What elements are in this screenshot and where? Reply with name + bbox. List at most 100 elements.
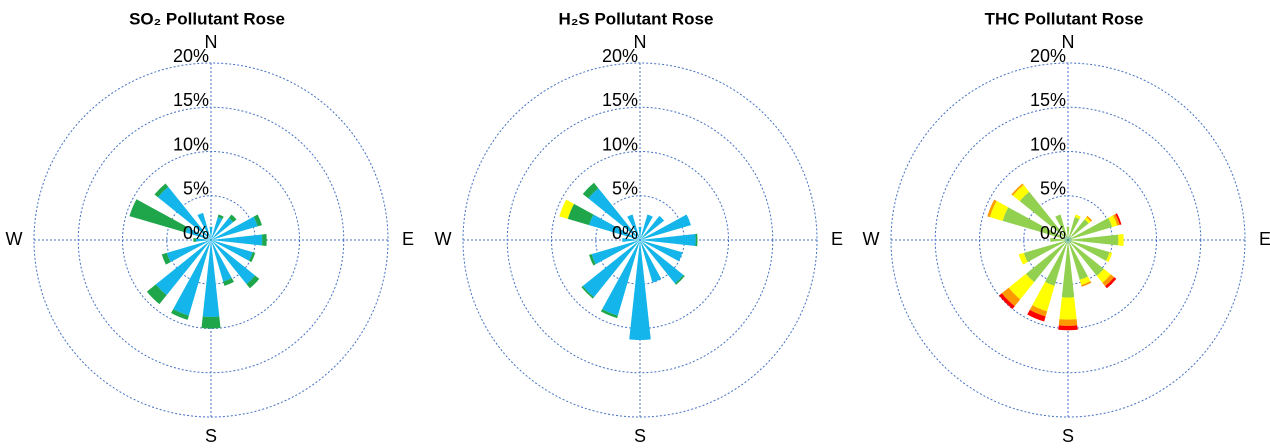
r-tick-label: 20% <box>602 46 638 66</box>
rose-segment <box>588 188 640 240</box>
direction-label: E <box>831 229 843 249</box>
r-tick-label: 0% <box>612 223 638 243</box>
direction-label: S <box>1062 426 1074 446</box>
rose-segment <box>1068 240 1071 243</box>
rose-segment <box>1023 240 1065 263</box>
rose-segment <box>155 240 211 296</box>
rose-segment <box>129 199 188 233</box>
rose-segment <box>197 212 211 240</box>
rose-segment <box>1064 239 1068 241</box>
rose-segment <box>1081 281 1092 287</box>
rose-segment <box>173 240 211 316</box>
rose-segment <box>567 203 594 226</box>
r-tick-label: 20% <box>173 46 209 66</box>
rose-segment <box>989 200 1009 221</box>
rose-segment <box>211 240 232 282</box>
rose-segment <box>249 252 256 263</box>
rose-segment <box>1045 243 1068 286</box>
r-tick-label: 10% <box>173 134 209 154</box>
rose-segment <box>193 238 197 242</box>
rose-segment <box>1115 213 1122 225</box>
chart-title: THC Pollutant Rose <box>985 9 1144 28</box>
rose-segment <box>246 275 260 289</box>
rose-segment <box>1002 207 1065 240</box>
rose-segment <box>1027 309 1046 322</box>
rose-segment <box>1065 240 1068 243</box>
direction-label: E <box>402 229 414 249</box>
rose-segment <box>1113 214 1120 226</box>
r-tick-label: 15% <box>173 90 209 110</box>
rose-segment <box>157 186 211 240</box>
r-tick-label: 10% <box>1030 134 1066 154</box>
rose-segment <box>1068 240 1072 242</box>
r-tick-label: 0% <box>183 223 209 243</box>
rose-segment <box>600 309 618 319</box>
rose-segment <box>1012 184 1030 202</box>
rose-segment <box>1067 236 1069 240</box>
rose-segment <box>589 214 640 240</box>
rose-segment <box>640 215 665 240</box>
rose-segment <box>1019 191 1066 238</box>
rose-segment <box>228 214 237 223</box>
rose-segment <box>209 226 213 240</box>
rose-segment <box>1066 236 1068 240</box>
rose-segment <box>589 254 596 266</box>
rose-segment <box>1064 238 1068 240</box>
r-tick-label: 0% <box>1040 223 1066 243</box>
rose-segment <box>211 234 263 246</box>
rose-segment <box>217 214 224 220</box>
r-tick-label: 5% <box>1040 179 1066 199</box>
rose-segment <box>1067 240 1069 244</box>
rose-segment <box>1066 226 1070 237</box>
rose-segment <box>1068 217 1080 237</box>
direction-label: N <box>1062 32 1075 52</box>
rose-segment <box>1102 274 1115 287</box>
direction-label: S <box>634 426 646 446</box>
direction-label: S <box>205 426 217 446</box>
rose-segment <box>640 240 683 262</box>
rose-segment <box>211 240 253 261</box>
rose-segment <box>146 284 167 305</box>
rose-segment <box>211 216 258 240</box>
rose-segment <box>1106 252 1113 263</box>
rose-segment <box>627 214 640 240</box>
rose-segment <box>1071 217 1113 240</box>
direction-label: W <box>435 229 452 249</box>
rose-segment <box>1071 240 1110 261</box>
chart-title: SO₂ Pollutant Rose <box>129 9 285 28</box>
rose-segment <box>1068 238 1072 240</box>
chart-title: H₂S Pollutant Rose <box>559 9 714 28</box>
rose-segment <box>262 233 267 247</box>
rose-segment <box>640 240 684 284</box>
rose-segment <box>166 240 211 263</box>
rose-segment <box>999 293 1015 309</box>
direction-label: N <box>634 32 647 52</box>
direction-label: W <box>863 229 880 249</box>
rose-segment <box>1001 287 1021 307</box>
rose-segment <box>1011 183 1024 196</box>
rose-segment <box>582 182 599 199</box>
rose-segment <box>559 199 575 219</box>
rose-segment <box>185 227 211 240</box>
r-tick-label: 5% <box>183 179 209 199</box>
rose-segment <box>211 240 256 285</box>
rose-segment <box>1029 305 1048 317</box>
rose-segment <box>1032 281 1055 312</box>
rose-segment <box>581 286 594 299</box>
rose-segment <box>1066 240 1068 244</box>
rose-segment <box>201 316 221 329</box>
rose-segment <box>1068 239 1072 241</box>
rose-segment <box>1070 219 1089 238</box>
rose-segment <box>1070 242 1104 276</box>
rose-segment <box>1058 319 1078 326</box>
r-tick-label: 15% <box>1030 90 1066 110</box>
rose-segment <box>1105 277 1117 289</box>
rose-segment <box>640 214 691 240</box>
direction-label: E <box>1259 229 1270 249</box>
r-tick-label: 10% <box>602 134 638 154</box>
rose-segment <box>1050 238 1065 242</box>
rose-segment <box>1074 214 1081 220</box>
rose-segment <box>1058 325 1078 331</box>
rose-segment <box>1055 214 1068 237</box>
